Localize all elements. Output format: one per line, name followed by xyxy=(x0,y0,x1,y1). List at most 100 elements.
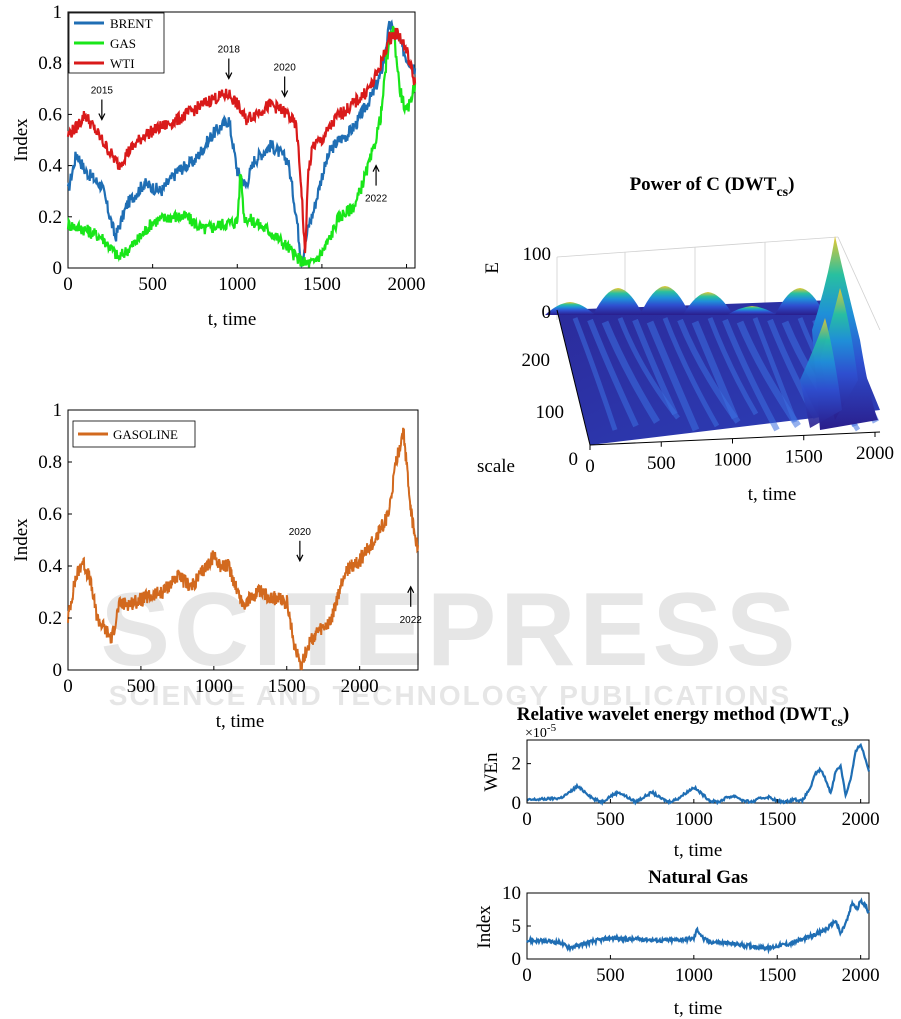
x-tick-label: 1000 xyxy=(195,676,233,697)
surface-ridge xyxy=(662,317,720,428)
annotation-2022: 2022 xyxy=(400,585,423,626)
y-axis-label: WEn xyxy=(481,752,502,792)
surface-peak xyxy=(727,306,777,315)
surface-peak xyxy=(593,288,643,315)
y-axis-label: Index xyxy=(11,518,32,562)
watermark: SCITEPRESS SCIENCE AND TECHNOLOGY PUBLIC… xyxy=(101,572,796,711)
annotation-label: 2022 xyxy=(365,194,388,205)
x-axis-line xyxy=(589,431,881,446)
arrow-head xyxy=(281,90,289,98)
series-line-gas xyxy=(66,25,417,268)
legend-label-brent: BRENT xyxy=(110,16,153,31)
x-tick-label: 1000 xyxy=(675,809,713,830)
y-tick-label: 0.2 xyxy=(38,608,62,629)
x-tick-label: 1000 xyxy=(675,965,713,986)
legend-label-gasoline: GASOLINE xyxy=(113,427,178,442)
y-tick-label: 0.8 xyxy=(38,452,62,473)
surface-ridge xyxy=(722,318,780,432)
annotation-label: 2022 xyxy=(400,615,423,626)
annotation-2018: 2018 xyxy=(218,45,241,80)
series-line-gasoline xyxy=(67,427,419,671)
y-axis-line xyxy=(556,309,591,446)
x-tick-label: 1000 xyxy=(218,274,256,295)
annotation-2015: 2015 xyxy=(91,86,113,121)
x-tick-label: 1500 xyxy=(758,809,796,830)
chart-wavelet-energy: Relative wavelet energy method (DWTcs) ×… xyxy=(481,704,880,861)
legend-label-wti: WTI xyxy=(110,56,135,71)
arrow-head xyxy=(407,585,415,594)
legend-label-gas: GAS xyxy=(110,36,136,51)
x-tick-label: 2000 xyxy=(388,274,426,295)
plot-frame xyxy=(526,892,870,960)
y-tick-label: 2 xyxy=(512,754,522,775)
annotation-label: 2020 xyxy=(274,62,297,73)
annotation-label: 2018 xyxy=(218,45,241,56)
annotation-2020: 2020 xyxy=(289,527,311,563)
y-tick-label: 10 xyxy=(502,883,521,904)
y-tick-label: 0.8 xyxy=(38,53,62,74)
y-tick-label: 0 xyxy=(53,660,63,681)
chart-title: Natural Gas xyxy=(648,867,748,888)
y-tick-label: 200 xyxy=(522,350,551,371)
chart-natural-gas: Natural Gas 0 500 1000 1500 2000 0 5 10 t, tim… xyxy=(474,867,880,1019)
surface-peak xyxy=(775,288,825,315)
chart-gasoline: 2020 2022 0 500 1000 1500 2000 0 0.2 0.4 0.6 0.8 1… xyxy=(11,400,422,732)
legend: BRENT GAS WTI xyxy=(68,12,165,74)
x-axis-label: t, time xyxy=(674,998,723,1019)
y-axis-label: Index xyxy=(474,905,495,949)
surface-peak xyxy=(640,286,690,315)
surface-peak-third xyxy=(800,318,842,428)
x-tick-label: 1500 xyxy=(785,446,823,467)
y-tick-label: 0.2 xyxy=(38,207,62,228)
legend: GASOLINE xyxy=(72,420,196,448)
z-tick-label: 100 xyxy=(523,244,552,265)
x-tick-label: 0 xyxy=(63,274,73,295)
z-tick-label: 0 xyxy=(542,302,552,323)
series-line-main xyxy=(526,742,871,806)
x-tick-label: 500 xyxy=(138,274,167,295)
plot-frame xyxy=(67,409,419,671)
y-tick-label: 1 xyxy=(53,2,63,23)
exponent-label: ×10-5 xyxy=(525,722,557,741)
arrow-head xyxy=(296,554,304,563)
x-axis-label: t, time xyxy=(674,840,723,861)
series-line-main xyxy=(526,897,870,955)
x-tick-label: 0 xyxy=(522,809,532,830)
watermark-sub: SCIENCE AND TECHNOLOGY PUBLICATIONS xyxy=(109,680,791,711)
surface-ridge xyxy=(646,320,700,432)
chart-power-surface: Power of C (DWTcs) xyxy=(477,174,894,505)
x-tick-label: 500 xyxy=(596,965,625,986)
surface-ridge xyxy=(752,317,798,423)
x-tick-label: 2000 xyxy=(842,809,880,830)
y-tick-label: 0.6 xyxy=(38,104,62,125)
axes-box xyxy=(556,236,881,331)
x-axis-label: t, time xyxy=(748,484,797,505)
plot-frame xyxy=(67,11,416,269)
y-tick-label: 1 xyxy=(53,400,63,421)
x-tick-label: 0 xyxy=(585,456,595,477)
y-tick-label: 100 xyxy=(536,402,565,423)
chart-title: Relative wavelet energy method (DWTcs) xyxy=(517,704,849,730)
y-tick-label: 0.4 xyxy=(38,156,62,177)
y-tick-label: 0.6 xyxy=(38,504,62,525)
y-tick-label: 0 xyxy=(53,258,63,279)
surface-ridge xyxy=(601,320,660,424)
arrow-head xyxy=(225,72,233,80)
surface-ridge xyxy=(587,318,639,428)
surface-ridge xyxy=(572,317,618,431)
surface-peak xyxy=(545,302,595,315)
y-axis-label: Index xyxy=(11,118,32,162)
surface-ridge xyxy=(691,320,739,420)
z-axis-label: E xyxy=(482,262,503,274)
x-axis-label: t, time xyxy=(216,711,265,732)
annotation-2020: 2020 xyxy=(274,62,297,98)
surface-ridge xyxy=(707,317,759,416)
x-tick-label: 2000 xyxy=(341,676,379,697)
series-line-brent xyxy=(66,19,417,268)
y-tick-label: 5 xyxy=(512,916,522,937)
chart-title: Power of C (DWTcs) xyxy=(630,174,795,200)
x-tick-label: 1000 xyxy=(714,450,752,471)
x-tick-label: 2000 xyxy=(842,965,880,986)
surface-ridge xyxy=(632,318,678,416)
y-tick-label: 0 xyxy=(512,793,522,814)
